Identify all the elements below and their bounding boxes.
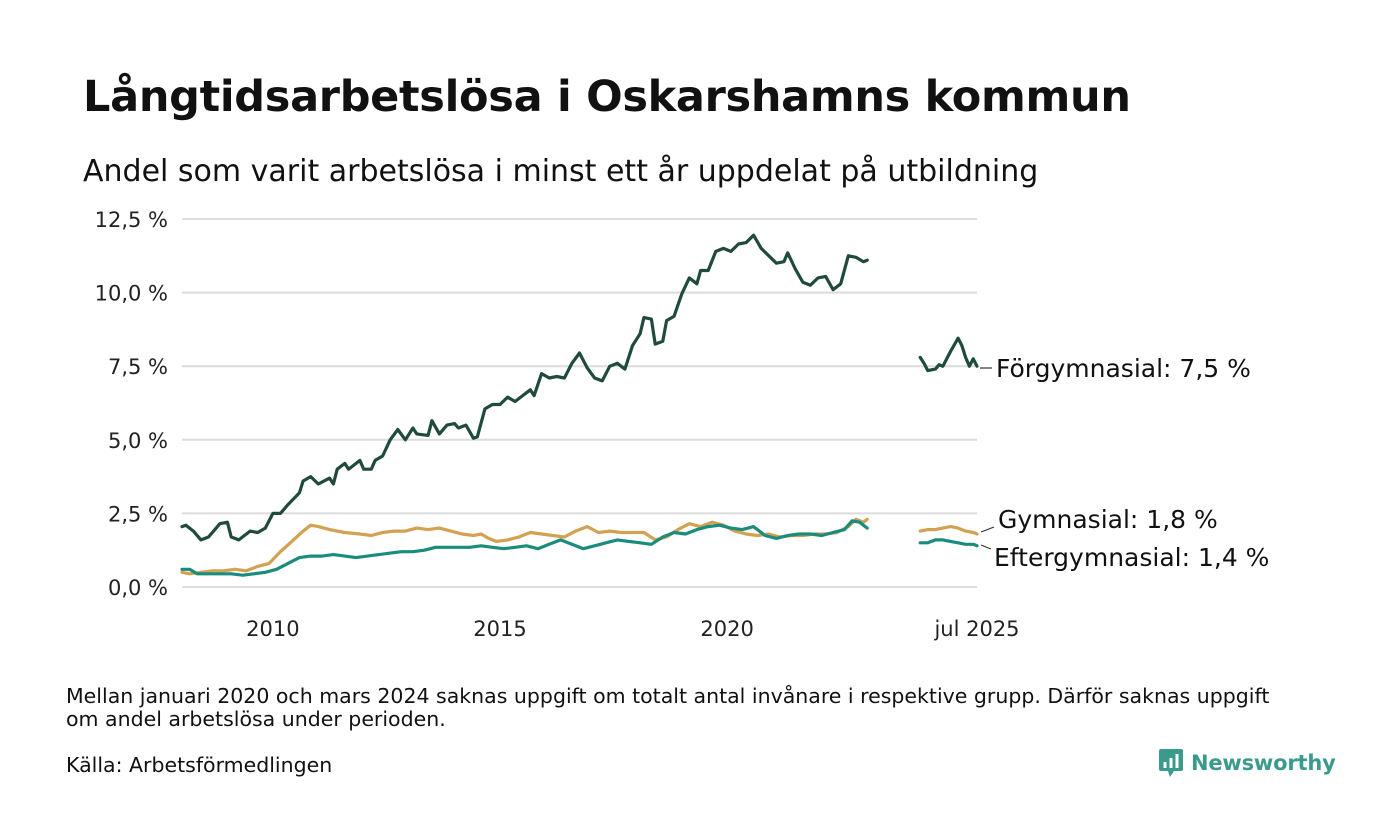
end-label-eftergymnasial: Eftergymnasial: 1,4 %: [994, 543, 1269, 572]
series-line-eftergymnasial: [918, 538, 979, 548]
series-line-eftergymnasial: [180, 519, 869, 577]
y-tick-label: 12,5 %: [95, 208, 168, 232]
end-label-förgymnasial: Förgymnasial: 7,5 %: [996, 354, 1251, 383]
series-line-förgymnasial: [918, 336, 979, 373]
chart-subtitle: Andel som varit arbetslösa i minst ett å…: [83, 154, 1039, 189]
footnote: Mellan januari 2020 och mars 2024 saknas…: [66, 684, 1270, 731]
end-labels: Förgymnasial: 7,5 % Gymnasial: 1,8 % Efter…: [980, 354, 1269, 572]
x-axis-ticks: 2010 2015 2020 jul 2025: [246, 617, 1019, 641]
y-axis-ticks: 0,0 % 2,5 % 5,0 % 7,5 % 10,0 % 12,5 %: [95, 208, 168, 600]
y-tick-label: 2,5 %: [108, 502, 168, 526]
x-tick-label: 2020: [700, 617, 753, 641]
chart-title: Långtidsarbetslösa i Oskarshamns kommun: [83, 72, 1131, 122]
end-label-gymnasial: Gymnasial: 1,8 %: [998, 505, 1218, 534]
series-lines: [180, 233, 979, 577]
series-line-gymnasial: [918, 525, 979, 536]
source-text: Källa: Arbetsförmedlingen: [66, 753, 333, 777]
x-tick-label: jul 2025: [933, 617, 1019, 641]
newsworthy-chart-icon: [1159, 749, 1183, 777]
series-line-förgymnasial: [180, 233, 869, 542]
y-tick-label: 10,0 %: [95, 282, 168, 306]
end-label-connector: [980, 526, 995, 533]
y-tick-label: 5,0 %: [108, 429, 168, 453]
y-tick-label: 0,0 %: [108, 576, 168, 600]
y-tick-label: 7,5 %: [108, 355, 168, 379]
newsworthy-logo[interactable]: Newsworthy: [1158, 746, 1336, 780]
end-label-connector: [980, 544, 992, 550]
brand-name: Newsworthy: [1191, 751, 1336, 775]
gridlines: [182, 218, 977, 588]
x-tick-label: 2015: [473, 617, 526, 641]
x-tick-label: 2010: [246, 617, 299, 641]
